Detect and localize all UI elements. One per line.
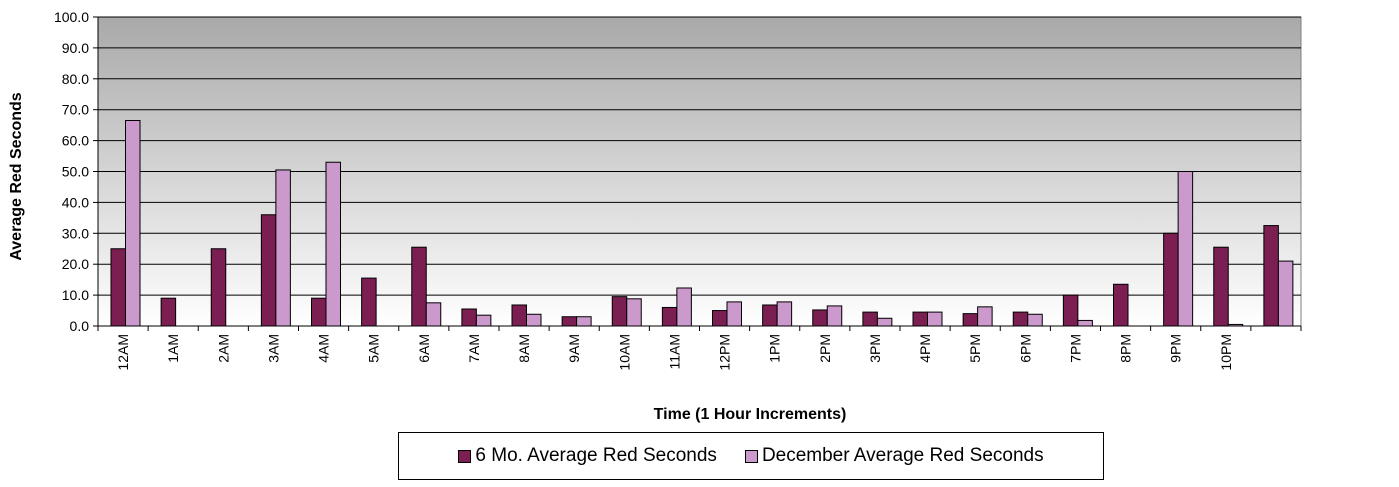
y-tick-label: 0.0 bbox=[70, 318, 90, 334]
bar-series1 bbox=[561, 316, 578, 327]
bar-chart: 0.0 10.0 20.0 30.0 40.0 50.0 60.0 70.0 80.0 90.0 1… bbox=[8, 9, 1302, 423]
legend-item-series1: 6 Mo. Average Red Seconds bbox=[458, 445, 717, 467]
x-tick-label: 8PM bbox=[1118, 334, 1134, 363]
y-tick-label: 70.0 bbox=[62, 102, 89, 118]
legend-label-series2: December Average Red Seconds bbox=[761, 445, 1044, 466]
bar-series1 bbox=[962, 313, 979, 327]
bar-series2 bbox=[1177, 171, 1194, 327]
x-tick-label: 10AM bbox=[616, 334, 632, 371]
bar-series1 bbox=[912, 311, 928, 327]
y-tick-label: 40.0 bbox=[62, 194, 89, 210]
bar-series1 bbox=[311, 297, 327, 327]
axis-line bbox=[97, 17, 1301, 327]
x-tick-label: 5PM bbox=[967, 334, 983, 363]
x-tick-label: 6PM bbox=[1017, 334, 1033, 363]
x-tick-label: 3AM bbox=[265, 334, 281, 363]
bar-series2 bbox=[726, 301, 742, 327]
x-tick-label: 4AM bbox=[316, 334, 332, 363]
y-axis-ticks: 0.0 10.0 20.0 30.0 40.0 50.0 60.0 70.0 80.0 90.0 1… bbox=[54, 9, 98, 334]
x-axis-ticks: 12AM 1AM 2AM 3AM 4AM 5AM 6AM 7AM 8AM 9AM 10AM 11AM 1… bbox=[97, 17, 1302, 371]
bars bbox=[110, 120, 1294, 327]
bar-series1 bbox=[712, 310, 728, 327]
x-tick-label: 7AM bbox=[466, 334, 482, 363]
x-tick-label: 12AM bbox=[115, 334, 131, 371]
bar-series2 bbox=[526, 313, 542, 327]
bar-series2 bbox=[325, 161, 341, 327]
x-tick-label: 12PM bbox=[717, 334, 733, 371]
bar-series1 bbox=[160, 297, 177, 327]
bar-series2 bbox=[1027, 313, 1043, 327]
bar-series1 bbox=[361, 277, 377, 327]
x-axis-title: Time (1 Hour Increments) bbox=[654, 406, 847, 423]
y-tick-label: 20.0 bbox=[62, 256, 89, 272]
x-tick-label: 7PM bbox=[1067, 334, 1083, 363]
bar-series2 bbox=[826, 305, 843, 327]
y-axis-title: Average Red Seconds bbox=[8, 92, 25, 260]
bar-series1 bbox=[762, 304, 778, 327]
x-tick-label: 3PM bbox=[867, 334, 883, 363]
bar-series2 bbox=[676, 287, 692, 327]
y-tick-label: 60.0 bbox=[62, 133, 89, 149]
x-tick-label: 4PM bbox=[917, 334, 933, 363]
y-tick-label: 100.0 bbox=[54, 9, 89, 25]
bar-series1 bbox=[461, 308, 477, 327]
bar-series1 bbox=[812, 309, 828, 327]
bar-series1 bbox=[1062, 294, 1079, 327]
x-tick-label: 2AM bbox=[215, 334, 231, 363]
bar-series2 bbox=[776, 301, 793, 327]
bar-series2 bbox=[425, 302, 442, 327]
x-tick-label: 11AM bbox=[666, 334, 682, 370]
legend-swatch-series2 bbox=[744, 449, 758, 463]
bar-series2 bbox=[125, 120, 141, 327]
y-tick-label: 80.0 bbox=[62, 71, 89, 87]
bar-series1 bbox=[511, 304, 527, 327]
x-tick-label: 6AM bbox=[416, 334, 432, 363]
bar-series1 bbox=[1263, 225, 1279, 327]
legend-swatch-series1 bbox=[458, 449, 472, 463]
x-tick-label: 9AM bbox=[566, 334, 582, 363]
x-tick-label: 9PM bbox=[1168, 334, 1184, 363]
x-tick-label: 8AM bbox=[516, 334, 532, 363]
x-tick-label: 10PM bbox=[1218, 334, 1234, 371]
bar-series1 bbox=[661, 306, 678, 327]
bar-series1 bbox=[862, 311, 878, 327]
x-tick-label: 2PM bbox=[817, 334, 833, 363]
bar-series2 bbox=[1277, 260, 1294, 327]
y-tick-label: 90.0 bbox=[62, 40, 89, 56]
bar-series2 bbox=[927, 311, 943, 327]
bar-series1 bbox=[210, 248, 227, 327]
bar-series2 bbox=[275, 169, 291, 327]
bar-series1 bbox=[411, 246, 427, 327]
bar-series1 bbox=[1113, 283, 1129, 327]
y-tick-label: 10.0 bbox=[62, 287, 89, 303]
bar-series2 bbox=[1077, 319, 1093, 327]
legend: 6 Mo. Average Red Seconds December Avera… bbox=[398, 432, 1104, 480]
x-tick-label: 5AM bbox=[366, 334, 382, 363]
bar-series2 bbox=[626, 298, 642, 327]
y-tick-label: 50.0 bbox=[62, 164, 89, 180]
y-tick-label: 30.0 bbox=[62, 225, 89, 241]
bar-series1 bbox=[260, 214, 277, 327]
legend-item-series2: December Average Red Seconds bbox=[744, 445, 1044, 467]
bar-series2 bbox=[576, 316, 592, 327]
bar-series1 bbox=[1012, 311, 1029, 327]
bar-series2 bbox=[475, 314, 492, 327]
legend-label-series1: 6 Mo. Average Red Seconds bbox=[475, 445, 717, 466]
bar-series1 bbox=[1163, 232, 1179, 327]
bar-series2 bbox=[876, 317, 893, 327]
bar-series1 bbox=[1213, 246, 1229, 327]
x-tick-label: 1PM bbox=[767, 334, 783, 363]
bar-series1 bbox=[611, 296, 628, 327]
bar-series1 bbox=[110, 248, 126, 327]
x-tick-label: 1AM bbox=[165, 334, 181, 363]
bar-series2 bbox=[977, 306, 993, 327]
